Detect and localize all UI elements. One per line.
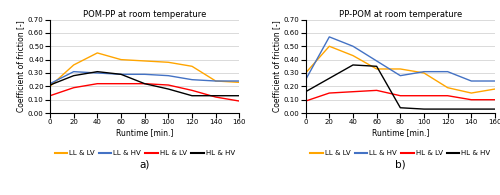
Legend: LL & LV, LL & HV, HL & LV, HL & HV: LL & LV, LL & HV, HL & LV, HL & HV <box>310 150 490 156</box>
X-axis label: Runtime [min.]: Runtime [min.] <box>116 128 173 137</box>
Title: POM-PP at room temperature: POM-PP at room temperature <box>83 10 206 19</box>
Text: b): b) <box>395 160 406 170</box>
Legend: LL & LV, LL & HV, HL & LV, HL & HV: LL & LV, LL & HV, HL & LV, HL & HV <box>54 150 235 156</box>
Y-axis label: Coefficient of friction [-]: Coefficient of friction [-] <box>16 20 25 112</box>
X-axis label: Runtime [min.]: Runtime [min.] <box>372 128 429 137</box>
Title: PP-POM at room temperature: PP-POM at room temperature <box>338 10 462 19</box>
Text: a): a) <box>140 160 150 170</box>
Y-axis label: Coefficient of friction [-]: Coefficient of friction [-] <box>272 20 281 112</box>
